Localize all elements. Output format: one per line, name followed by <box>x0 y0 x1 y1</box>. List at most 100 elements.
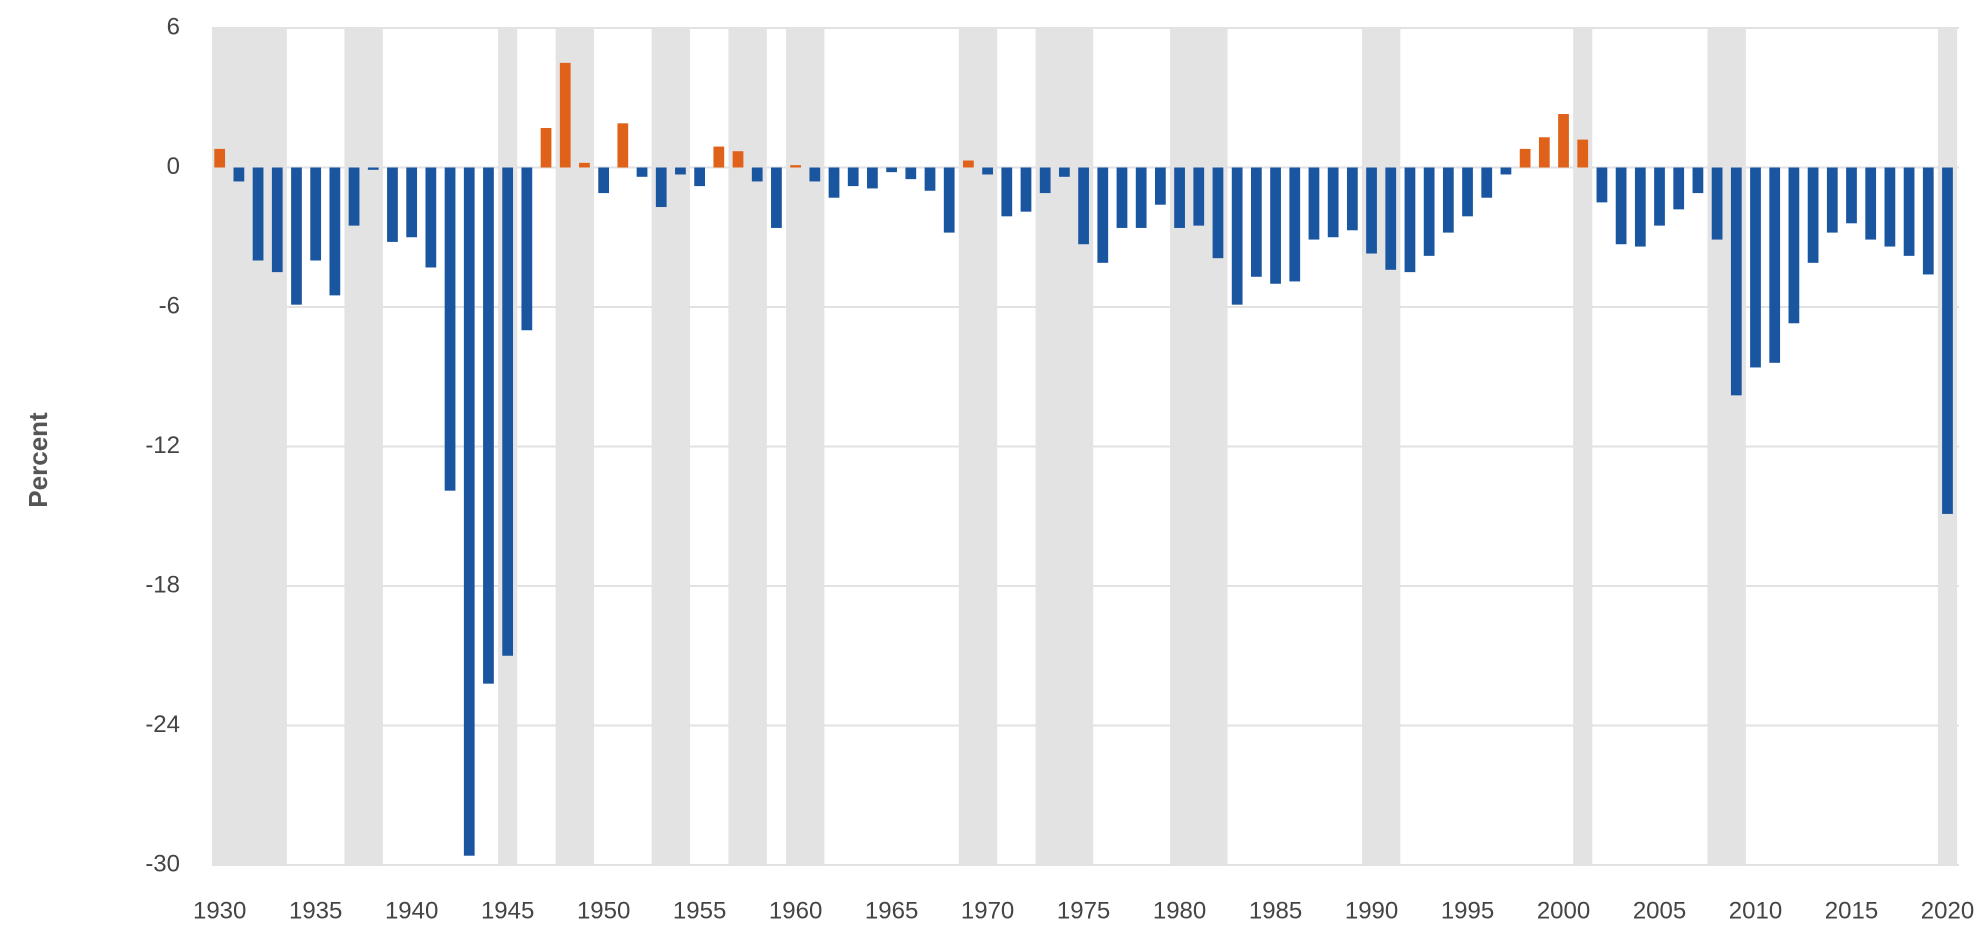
y-tick-label: -30 <box>145 850 180 877</box>
bar <box>1634 167 1646 247</box>
bar <box>1270 167 1281 284</box>
shaded-period <box>1573 28 1593 865</box>
bar <box>598 167 610 194</box>
shaded-period <box>1169 28 1228 865</box>
x-tick-label: 2000 <box>1537 897 1590 924</box>
bar <box>1788 167 1800 324</box>
bar <box>1366 167 1377 254</box>
bar <box>1654 167 1665 226</box>
x-tick-label: 1990 <box>1345 897 1398 924</box>
x-tick-label: 2015 <box>1825 897 1878 924</box>
bar <box>444 167 456 491</box>
bar <box>636 167 648 177</box>
y-axis-title: Percent <box>23 412 53 508</box>
bar <box>1135 167 1147 228</box>
bar <box>1327 167 1339 238</box>
bar <box>1020 167 1032 212</box>
bar <box>828 167 840 198</box>
bar <box>1212 167 1224 259</box>
x-tick-label: 1965 <box>865 897 918 924</box>
x-tick-label: 1975 <box>1057 897 1110 924</box>
bar <box>252 167 264 261</box>
bar <box>924 167 936 191</box>
bar <box>1692 167 1704 194</box>
bar <box>1865 167 1877 240</box>
shaded-period <box>651 28 691 865</box>
shaded-period <box>1361 28 1401 865</box>
bar <box>559 62 571 168</box>
bar <box>905 167 917 180</box>
bar <box>867 167 878 189</box>
bar <box>425 167 437 268</box>
bar <box>1519 148 1531 168</box>
bar <box>1481 167 1493 198</box>
bar <box>1250 167 1262 277</box>
bar <box>406 167 418 238</box>
bar <box>233 167 245 182</box>
shaded-period <box>958 28 998 865</box>
bar <box>1001 167 1013 217</box>
bar <box>886 167 897 173</box>
bar <box>1942 167 1953 514</box>
bar <box>1884 167 1896 247</box>
bar <box>463 167 475 856</box>
bar <box>751 167 763 182</box>
bar <box>1922 167 1934 275</box>
bar <box>1730 167 1742 396</box>
bar <box>1807 167 1819 263</box>
bar <box>1711 167 1723 240</box>
y-tick-label: -18 <box>145 571 180 598</box>
bar <box>1346 167 1358 231</box>
bar <box>1538 137 1550 168</box>
bar <box>1039 167 1051 194</box>
bar <box>675 167 686 175</box>
x-tick-label: 1960 <box>769 897 822 924</box>
bar <box>1078 167 1089 245</box>
x-tick-label: 1985 <box>1249 897 1302 924</box>
bar <box>713 146 725 168</box>
bar <box>1097 167 1109 263</box>
bar <box>1846 167 1857 224</box>
bar <box>1769 167 1781 363</box>
bar <box>214 148 226 168</box>
bar <box>579 162 590 168</box>
bar <box>1116 167 1128 228</box>
x-tick-label: 1955 <box>673 897 726 924</box>
bar <box>1673 167 1685 210</box>
shaded-period <box>786 28 825 865</box>
bar <box>1577 139 1589 168</box>
bar <box>1231 167 1243 305</box>
y-tick-label: 6 <box>167 13 180 40</box>
bar <box>982 167 993 175</box>
bar <box>790 165 801 168</box>
bar <box>387 167 398 242</box>
bar <box>502 167 514 656</box>
x-tick-label: 1970 <box>961 897 1014 924</box>
bar <box>1308 167 1320 240</box>
bar <box>1462 167 1473 217</box>
bar <box>1615 167 1627 245</box>
bar <box>367 167 379 170</box>
shaded-period <box>344 28 383 865</box>
x-tick-label: 2005 <box>1633 897 1686 924</box>
bar <box>963 160 974 168</box>
x-tick-label: 2020 <box>1921 897 1974 924</box>
bar <box>310 167 322 261</box>
shaded-period <box>1707 28 1746 865</box>
y-tick-label: 0 <box>167 153 180 180</box>
y-tick-label: -12 <box>145 432 180 459</box>
bar <box>1289 167 1301 282</box>
x-tick-label: 1995 <box>1441 897 1494 924</box>
x-tick-label: 1935 <box>289 897 342 924</box>
bar <box>809 167 821 182</box>
bar <box>348 167 360 226</box>
bar <box>1596 167 1608 203</box>
bar <box>732 151 744 168</box>
bar <box>617 123 629 168</box>
bar <box>771 167 782 228</box>
bar <box>540 127 552 168</box>
bar <box>483 167 494 684</box>
bar <box>694 167 705 187</box>
y-tick-label: -6 <box>159 292 180 319</box>
